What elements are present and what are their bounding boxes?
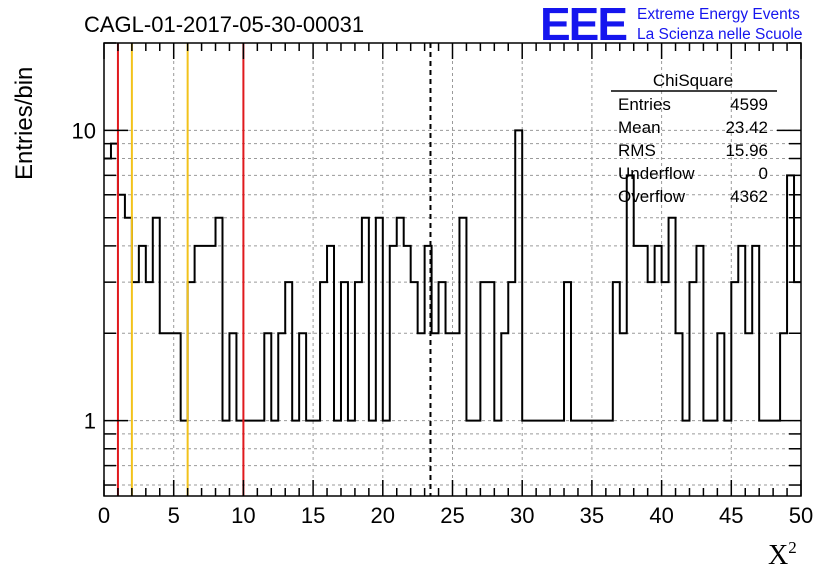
x-tick-label: 15 (301, 503, 325, 528)
y-tick-label: 10 (72, 118, 96, 143)
x-axis-title: X2 (768, 538, 797, 571)
chart-title: CAGL-01-2017-05-30-00031 (84, 12, 364, 37)
x-tick-label: 25 (440, 503, 464, 528)
x-axis-title-superscript: 2 (788, 538, 797, 557)
stats-value-rms: 15.96 (725, 141, 768, 160)
stats-label-overflow: Overflow (618, 187, 686, 206)
stats-label-rms: RMS (618, 141, 656, 160)
x-tick-label: 40 (649, 503, 673, 528)
stats-title: ChiSquare (653, 71, 733, 90)
logo-line-2: La Scienza nelle Scuole (637, 26, 802, 43)
y-axis-title: Entries/bin (11, 67, 38, 180)
stats-value-underflow: 0 (759, 164, 768, 183)
stats-box: ChiSquare Entries 4599 Mean 23.42 RMS 15… (611, 71, 777, 206)
stats-value-mean: 23.42 (725, 118, 768, 137)
histogram-step-line (104, 129, 801, 422)
logo-line-1: Extreme Energy Events (637, 6, 800, 23)
histogram (104, 129, 801, 422)
x-tick-label: 50 (789, 503, 813, 528)
stats-value-entries: 4599 (730, 95, 768, 114)
x-tick-label: 0 (98, 503, 110, 528)
eee-logo: EEE (540, 0, 626, 50)
stats-label-mean: Mean (618, 118, 661, 137)
stats-label-entries: Entries (618, 95, 671, 114)
stats-label-underflow: Underflow (618, 164, 695, 183)
stats-value-overflow: 4362 (730, 187, 768, 206)
x-axis-title-base: X (768, 540, 788, 571)
x-tick-label: 20 (371, 503, 395, 528)
y-tick-label: 1 (84, 409, 96, 434)
x-tick-label: 35 (580, 503, 604, 528)
x-tick-label: 30 (510, 503, 534, 528)
x-tick-label: 10 (231, 503, 255, 528)
axes: 0 5 10 15 20 25 30 35 40 45 50 1 10 (72, 42, 813, 528)
x-tick-label: 45 (719, 503, 743, 528)
x-tick-label: 5 (168, 503, 180, 528)
